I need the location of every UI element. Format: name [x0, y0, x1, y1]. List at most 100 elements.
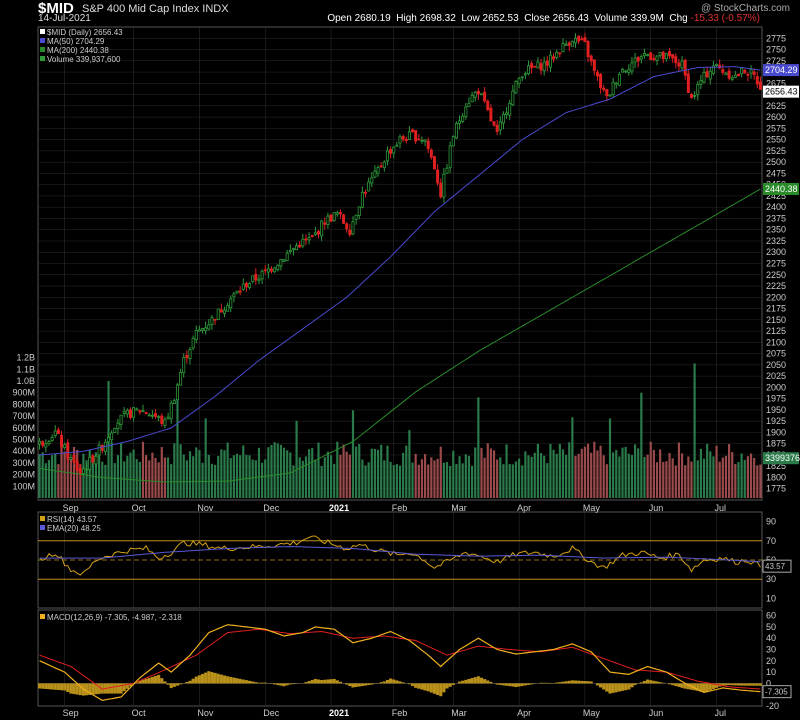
candle-body [270, 268, 273, 272]
macd-hist-bar [75, 683, 79, 695]
candle-body [222, 309, 226, 314]
x-tick-label: Jul [715, 708, 727, 718]
macd-hist-bar [216, 673, 220, 684]
candle-body [197, 329, 201, 332]
candle-body [630, 62, 634, 72]
x-tick-label: Sep [63, 708, 79, 718]
volume-bar [659, 449, 662, 498]
volume-bar [502, 464, 505, 498]
volume-bar [583, 446, 587, 498]
macd-hist-bar [448, 683, 452, 687]
macd-hist-bar [370, 683, 374, 685]
price-tick-label: 2075 [766, 349, 786, 359]
macd-hist-bar [414, 683, 418, 688]
candle-body [307, 237, 311, 241]
candle-body [342, 214, 346, 224]
macd-hist-bar [504, 683, 509, 686]
volume-bar [376, 449, 380, 498]
volume-bar [257, 447, 261, 498]
volume-bar [702, 458, 706, 498]
volume-bar [539, 453, 543, 498]
exchange: INDX [202, 3, 229, 15]
rsi-tick-label: 70 [766, 536, 776, 546]
volume-bar [260, 462, 264, 498]
macd-hist-bar [78, 683, 82, 696]
candle-body [511, 90, 515, 106]
candle-body [113, 427, 117, 433]
volume-bar [270, 444, 273, 498]
candle-body [564, 43, 568, 46]
volume-bar [414, 453, 417, 498]
macd-tick-label: 60 [766, 611, 776, 621]
macd-hist-bar [464, 679, 468, 684]
volume-bar [442, 462, 445, 498]
volume-bar [489, 448, 492, 498]
volume-bar [477, 397, 480, 498]
volume-bar [699, 448, 702, 498]
volume-bar [389, 461, 392, 498]
x-tick-label: Jun [649, 503, 664, 513]
candle-body [276, 264, 280, 271]
macd-hist-bar [498, 683, 502, 686]
x-tick-label: Mar [451, 503, 467, 513]
macd-tick-label: 10 [766, 667, 776, 677]
volume-bar [433, 460, 436, 498]
volume-bar [254, 460, 257, 498]
candle-body [41, 441, 45, 446]
volume-bar [624, 446, 627, 498]
macd-hist-bar [385, 679, 390, 684]
volume-bar [47, 460, 51, 498]
macd-hist-bar [279, 683, 283, 686]
macd-hist-bar [417, 683, 421, 689]
price-tick-label: 1925 [766, 416, 786, 426]
candle-body [464, 106, 468, 117]
candle-body [699, 80, 703, 85]
candle-body [285, 252, 289, 262]
macd-hist-bar [693, 683, 697, 691]
macd-hist-bar [476, 676, 480, 684]
macd-hist-bar [185, 681, 189, 684]
volume-bar [496, 459, 499, 498]
candle-body [758, 81, 762, 90]
volume-bar [154, 457, 157, 498]
macd-hist-bar [680, 683, 684, 688]
macd-hist-bar [285, 683, 289, 686]
legend-swatch [40, 29, 45, 34]
volume-bar [593, 441, 596, 498]
volume-bar [182, 454, 185, 498]
candle-body [163, 419, 167, 426]
rsi-tick-label: 10 [766, 593, 776, 603]
volume-bar [104, 464, 107, 498]
open-value: 2680.19 [354, 13, 391, 24]
macd-hist-bar [241, 679, 245, 684]
volume-bar [565, 454, 568, 498]
candle-body [432, 156, 436, 170]
volume-bar [655, 462, 659, 498]
volume-bar [333, 463, 336, 498]
macd-hist-bar [125, 683, 129, 689]
macd-hist-bar [395, 680, 399, 684]
candle-body [128, 409, 132, 419]
macd-hist-bar [200, 673, 205, 684]
volume-bar [367, 462, 370, 498]
candle-body [301, 238, 305, 247]
candle-body [382, 161, 386, 169]
candle-body [56, 429, 60, 435]
volume-bar [518, 458, 521, 498]
volume-bar [721, 457, 724, 498]
candle-body [476, 90, 480, 95]
volume-tick-label: 500M [12, 435, 35, 445]
price-tick-label: 2050 [766, 360, 786, 370]
macd-hist-bar [229, 676, 233, 684]
candle-body [175, 384, 179, 401]
candle-body [166, 416, 170, 419]
candle-body [702, 71, 706, 83]
macd-hist-bar [110, 683, 114, 694]
volume-bar [693, 363, 696, 498]
macd-hist-bar [53, 683, 57, 690]
candle-body [66, 442, 70, 459]
volume-tag-label: 339937600 [765, 453, 800, 463]
candle-body [298, 244, 302, 248]
macd-hist-bar [479, 677, 484, 684]
price-tick-label: 2100 [766, 337, 786, 347]
